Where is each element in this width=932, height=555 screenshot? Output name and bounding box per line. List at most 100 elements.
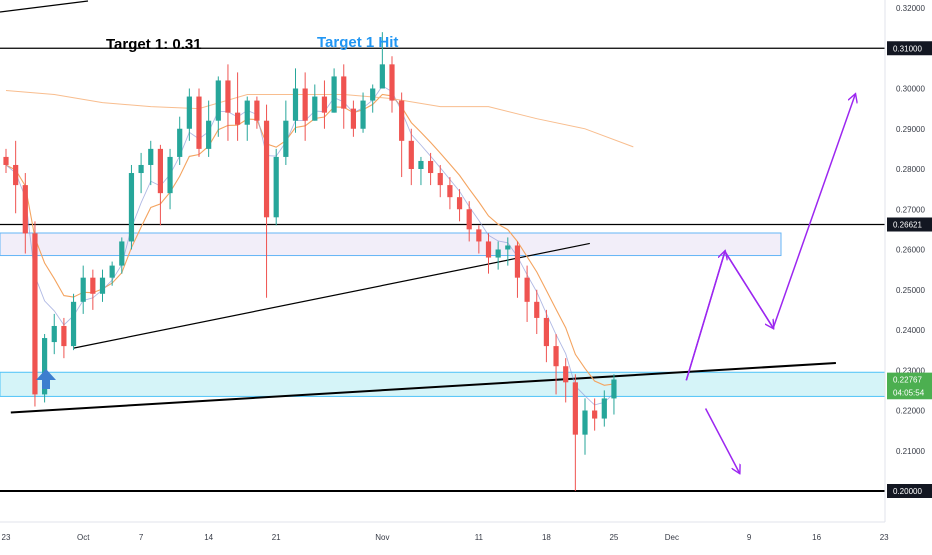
date-tick-label: 11 — [475, 533, 484, 542]
projection-segment-0-2 — [724, 251, 773, 328]
candle-body — [215, 80, 221, 121]
date-tick-label: Nov — [375, 533, 389, 542]
candle-body — [235, 112, 241, 125]
candle-body — [418, 160, 424, 169]
price-label: 0.20000 — [893, 487, 922, 496]
date-tick-label: 7 — [139, 533, 144, 542]
price-tick-label: 0.25000 — [896, 286, 925, 295]
price-label-box — [887, 217, 932, 232]
candle-body — [534, 301, 540, 318]
support-zone — [0, 371, 886, 397]
resistance-zone — [0, 232, 782, 257]
candle-body — [331, 76, 337, 113]
candle-body — [399, 100, 405, 141]
candle-body — [90, 277, 96, 294]
date-axis-bg — [0, 522, 885, 550]
price-axis: 0.32000 0.31000 0.30000 0.29000 0.28000 0.270… — [884, 0, 932, 550]
candle-body — [601, 398, 607, 419]
candle-body — [408, 140, 414, 169]
date-tick-label: Dec — [665, 533, 679, 542]
ema-orange-line — [5, 93, 615, 386]
ema-blue-line — [5, 85, 615, 406]
candle-body — [543, 317, 549, 347]
price-tick-label: 0.32000 — [896, 4, 925, 13]
date-axis: 23 Oct 7 14 21 Nov 11 18 25 Dec 9 16 23 — [0, 521, 889, 550]
price-label-box — [887, 372, 932, 387]
price-tick-label: 0.21000 — [896, 447, 925, 456]
candles-layer — [3, 32, 617, 491]
candle-body — [360, 100, 366, 129]
candle-body — [312, 96, 318, 121]
candle-body — [350, 108, 356, 129]
price-tick-label: 0.29000 — [896, 125, 925, 134]
slow-ma-line — [5, 90, 634, 148]
date-tick-label: 16 — [812, 533, 821, 542]
candle-body — [3, 156, 9, 165]
candle-body — [321, 96, 328, 113]
candle-body — [80, 277, 86, 302]
projection-layer — [685, 95, 855, 473]
candle-body — [244, 100, 250, 125]
candle-body — [22, 185, 28, 234]
trendline-0 — [10, 362, 836, 414]
candle-body — [32, 233, 38, 395]
price-label-box — [887, 385, 932, 400]
trendline-1 — [73, 242, 590, 349]
candle-body — [611, 379, 617, 399]
date-tick-label: 25 — [609, 533, 618, 542]
candle-body — [186, 96, 192, 129]
candle-body — [283, 120, 289, 157]
candle-body — [42, 338, 48, 395]
annotations-layer: Target 1: 0.31 Target 1 Hit — [36, 34, 398, 389]
price-tick-label: 0.24000 — [896, 326, 925, 335]
date-tick-label: 14 — [204, 533, 213, 542]
candle-body — [456, 197, 463, 210]
candle-body — [302, 88, 308, 121]
up-arrow-icon — [36, 369, 56, 389]
candle-body — [379, 64, 385, 89]
zones-layer — [0, 232, 886, 397]
candle-body — [582, 410, 588, 435]
candle-body — [370, 88, 376, 101]
price-label-box — [887, 484, 932, 498]
candle-body — [505, 245, 511, 250]
price-axis-bg — [885, 0, 932, 550]
price-tick-label: 0.22000 — [896, 407, 925, 416]
candle-body — [99, 277, 106, 294]
candle-body — [263, 120, 270, 218]
candle-body — [485, 241, 492, 258]
candle-body — [476, 229, 482, 242]
candle-body — [466, 209, 472, 230]
price-label: 04:05:54 — [893, 388, 925, 397]
candle-body — [563, 366, 569, 383]
price-label: 0.26621 — [893, 221, 922, 230]
price-tick-label: 0.30000 — [896, 85, 925, 94]
candle-body — [206, 120, 212, 149]
candle-body — [51, 325, 57, 343]
price-label: 0.22767 — [893, 376, 922, 385]
trendlines-layer — [0, 0, 836, 414]
target-hit-text: Target 1 Hit — [317, 34, 398, 51]
candle-body — [273, 156, 279, 218]
candle-body — [157, 148, 163, 194]
candle-body — [553, 346, 559, 367]
projection-path-1 — [704, 408, 740, 473]
candle-body — [128, 173, 135, 242]
candle-body — [592, 410, 598, 419]
candle-body — [524, 277, 530, 302]
candle-body — [428, 160, 434, 174]
price-tick-label: 0.28000 — [896, 165, 925, 174]
candle-body — [572, 382, 578, 435]
candle-body — [13, 164, 19, 186]
candle-body — [196, 96, 202, 149]
date-tick-label: 21 — [272, 533, 281, 542]
date-tick-label: 23 — [880, 533, 889, 542]
candle-body — [437, 173, 443, 186]
price-tick-label: 0.23000 — [896, 366, 925, 375]
candle-body — [61, 325, 67, 347]
candle-body — [119, 241, 125, 266]
date-tick-label: Oct — [77, 533, 90, 542]
moving-averages-layer — [5, 85, 634, 406]
price-tick-label: 0.26000 — [896, 246, 925, 255]
